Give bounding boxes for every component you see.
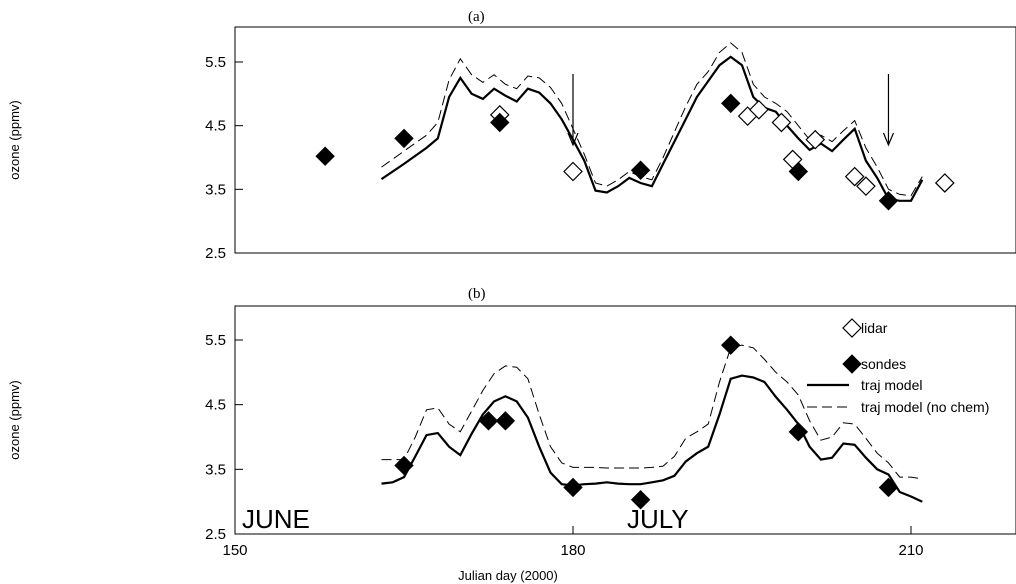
panel-b-series (381, 335, 923, 510)
legend-nochem-label: traj model (no chem) (861, 399, 989, 415)
panel-b-ytick-label: 3.5 (205, 461, 226, 478)
panel-a-series (315, 42, 955, 211)
panel-b-xtick-label: 150 (222, 542, 247, 559)
panel-b-traj-model-line (381, 374, 923, 503)
panel-a-lidar-point (856, 176, 876, 196)
annotation-july: JULY (627, 504, 689, 534)
x-axis-label: Julian day (2000) (458, 568, 558, 583)
panel-b-xtick-label: 210 (898, 542, 923, 559)
panel-b-traj-nochem-line (381, 344, 923, 480)
legend-lidar-marker (842, 318, 862, 338)
panel-a-ytick-label: 2.5 (205, 245, 226, 262)
panel-a-ytick-label: 3.5 (205, 181, 226, 198)
panel-b-ytick-label: 2.5 (205, 526, 226, 543)
panel-b-sonde-point (495, 411, 516, 431)
panel-b-frame (234, 305, 1016, 535)
panel-a-arrows (567, 74, 895, 147)
legend-sondes-marker (842, 354, 862, 374)
panel-b-sonde-point (788, 422, 809, 442)
panel-a-ytick-label: 4.5 (205, 118, 226, 135)
annotation-june: JUNE (242, 504, 310, 534)
legend-sondes-label: sondes (861, 356, 906, 372)
panel-a-lidar-point (934, 173, 955, 193)
panel-b: (b) ozone (ppmv) 2.53.54.55.5 150 180 210 … (7, 286, 1016, 583)
legend-lidar-label: lidar (861, 320, 888, 336)
panel-b-sonde-point (394, 455, 414, 476)
panel-a-lidar-point (563, 161, 583, 182)
panel-a-traj-nochem-line (381, 42, 923, 197)
panel-b-sonde-point (721, 335, 741, 355)
panel-b-ylabel: ozone (ppmv) (7, 380, 22, 459)
panel-b-xtick-label: 180 (560, 542, 585, 559)
legend: lidar sondes traj model traj model (no c… (807, 318, 989, 415)
panel-a-yticks: 2.5 3.5 4.5 5.5 (205, 54, 243, 262)
panel-a-lidar-point (844, 166, 865, 187)
panel-b-ytick-label: 4.5 (205, 397, 226, 414)
panel-b-ytick-label: 5.5 (205, 332, 226, 349)
panel-a: (a) ozone (ppmv) 2.5 3.5 4.5 5.5 (7, 9, 1016, 262)
down-arrow-icon (567, 74, 579, 147)
panel-b-sonde-point (878, 477, 899, 498)
legend-traj-label: traj model (861, 377, 922, 393)
panel-a-lidar-point (749, 99, 769, 120)
panel-b-sonde-point (563, 477, 583, 498)
panel-b-title: (b) (468, 286, 486, 302)
panel-a-sonde-point (721, 93, 741, 114)
panel-a-lidar-point (771, 112, 792, 133)
panel-a-lidar-point (805, 129, 826, 150)
panel-b-sonde-point (630, 490, 651, 510)
panel-a-ylabel: ozone (ppmv) (7, 100, 22, 179)
panel-a-title: (a) (468, 9, 485, 25)
panel-a-sonde-point (315, 146, 335, 166)
panel-b-xticks: 150 180 210 (222, 526, 924, 559)
panel-a-traj-model-line (380, 55, 924, 202)
panel-a-sonde-point (788, 161, 809, 182)
panel-a-ytick-label: 5.5 (205, 54, 226, 71)
down-arrow-icon (882, 74, 895, 147)
panel-a-sonde-point (878, 191, 899, 211)
panel-a-sonde-point (490, 112, 510, 133)
panel-b-yticks: 2.5 3.5 4.5 5.5 (205, 332, 243, 543)
panel-b-sonde-point (478, 411, 499, 431)
panel-a-frame (234, 26, 1016, 254)
panel-a-sonde-point (394, 128, 414, 149)
panel-a-sonde-point (630, 160, 651, 180)
